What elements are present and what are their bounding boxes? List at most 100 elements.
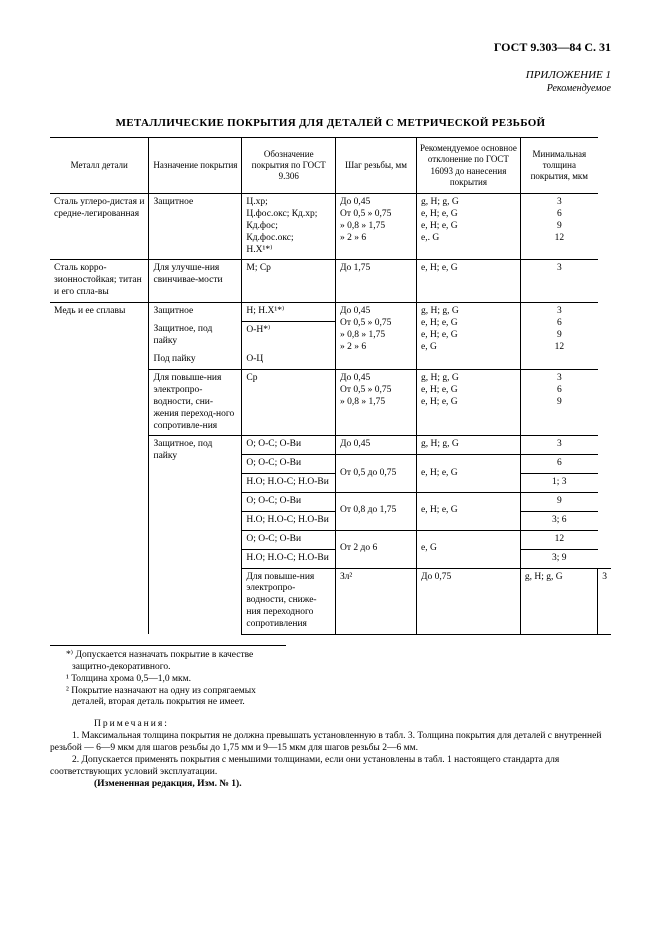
revision-note: (Измененная редакция, Изм. № 1). xyxy=(72,779,611,791)
cell-desig: Ц.хр; Ц.фос.окс; Кд.хр; Кд.фос; Кд.фос.о… xyxy=(242,194,336,260)
cell-purpose: Защитное xyxy=(149,194,242,260)
v1: g, H; g, G xyxy=(421,373,459,383)
cell-dev: g, H; g, G e, H; e, G e, H; e, G e, G xyxy=(416,303,520,370)
cell-dev: g, H; g, G e, H; e, G e, H; e, G xyxy=(416,370,520,436)
cell-metal: Сталь корро-зионностойкая; титан и его с… xyxy=(50,260,149,303)
cell-th: 6 xyxy=(520,455,597,474)
cell-th: 3; 9 xyxy=(520,549,597,568)
cell-desig: О-Н*⁾ xyxy=(242,321,336,351)
t3: 9 xyxy=(557,221,562,231)
v1: g, H; g, G xyxy=(421,306,459,316)
footnote: ¹ Толщина хрома 0,5—1,0 мкм. xyxy=(72,674,286,686)
v3: e, H; e, G xyxy=(421,397,458,407)
th-thickness: Минимальная толщина покрытия, мкм xyxy=(520,138,597,194)
cell-desig: О; О-С; О-Ви xyxy=(242,493,336,512)
v2: e, H; e, G xyxy=(421,209,458,219)
cell-pitch: До 0,45 От 0,5 » 0,75 » 0,8 » 1,75 » 2 »… xyxy=(336,194,417,260)
cell-desig: Зл² xyxy=(336,568,417,634)
cell-dev: e, G xyxy=(416,530,520,568)
note-item: 2. Допускается применять покрытия с мень… xyxy=(50,755,611,779)
p2: От 0,5 » 0,75 xyxy=(340,318,391,328)
p3: » 0,8 » 1,75 xyxy=(340,330,385,340)
v4: e,. G xyxy=(421,233,439,243)
v1: g, H; g, G xyxy=(421,197,459,207)
note-item: 1. Максимальная толщина покрытия не долж… xyxy=(50,731,611,755)
cell-purpose: Защитное, под пайку xyxy=(149,321,242,351)
t3: 9 xyxy=(557,397,562,407)
table-row: Медь и ее сплавы Защитное Н; Н.Х¹*⁾ До 0… xyxy=(50,303,611,322)
cell-pitch: До 0,45 От 0,5 » 0,75 » 0,8 » 1,75 xyxy=(336,370,417,436)
cell-desig: Н; Н.Х¹*⁾ xyxy=(242,303,336,322)
cell-th: 3 xyxy=(520,436,597,455)
cell-purpose: Защитное xyxy=(149,303,242,322)
t1: 3 xyxy=(557,306,562,316)
v3: e, H; e, G xyxy=(421,330,458,340)
cell-dev: g, H; g, G e, H; e, G e, H; e, G e,. G xyxy=(416,194,520,260)
p1: До 0,45 xyxy=(340,306,370,316)
cell-pitch: От 0,5 до 0,75 xyxy=(336,455,417,493)
cell-desig: Н.О; Н.О-С; Н.О-Ви xyxy=(242,511,336,530)
p4: » 2 » 6 xyxy=(340,342,366,352)
cell-desig: О-Ц xyxy=(242,351,336,369)
cell-purpose: Для улучше-ния свинчивае-мости xyxy=(149,260,242,303)
t4: 12 xyxy=(555,342,565,352)
table-header-row: Металл детали Назначение покрытия Обозна… xyxy=(50,138,611,194)
v2: e, H; e, G xyxy=(421,318,458,328)
appendix-label: ПРИЛОЖЕНИЕ 1 xyxy=(50,69,611,83)
cell-metal: Медь и ее сплавы xyxy=(50,303,149,635)
cell-th: 1; 3 xyxy=(520,474,597,493)
th-metal: Металл детали xyxy=(50,138,149,194)
t1: 3 xyxy=(557,197,562,207)
cell-th: 3; 6 xyxy=(520,511,597,530)
th-designation: Обозначение покрытия по ГОСТ 9.306 xyxy=(242,138,336,194)
t4: 12 xyxy=(555,233,565,243)
d4: Кд.фос.окс; xyxy=(246,233,293,243)
th-deviation: Рекомендуемое основное отклонение по ГОС… xyxy=(416,138,520,194)
p2: От 0,5 » 0,75 xyxy=(340,385,391,395)
cell-desig: Н.О; Н.О-С; Н.О-Ви xyxy=(242,549,336,568)
cell-purpose: Для повыше-ния электропро-водности, сни-… xyxy=(149,370,242,436)
p3: » 0,8 » 1,75 xyxy=(340,221,385,231)
cell-dev: e, H; e, G xyxy=(416,260,520,303)
th-purpose: Назначение покрытия xyxy=(149,138,242,194)
cell-th: 3 6 9 12 xyxy=(520,303,597,370)
coatings-table: Металл детали Назначение покрытия Обозна… xyxy=(50,137,611,635)
cell-desig: Н.О; Н.О-С; Н.О-Ви xyxy=(242,474,336,493)
notes-title: Примечания: xyxy=(72,719,611,731)
p2: От 0,5 » 0,75 xyxy=(340,209,391,219)
cell-dev: g, H; g, G xyxy=(416,436,520,455)
d2: Ц.фос.окс; Кд.хр; xyxy=(246,209,317,219)
p1: До 0,45 xyxy=(340,197,370,207)
cell-th: 3 xyxy=(598,568,611,634)
v4: e, G xyxy=(421,342,437,352)
cell-desig: О; О-С; О-Ви xyxy=(242,436,336,455)
cell-metal: Сталь углеро-дистая и средне-легированна… xyxy=(50,194,149,260)
revision-text: (Измененная редакция, Изм. № 1). xyxy=(94,779,242,789)
p3: » 0,8 » 1,75 xyxy=(340,397,385,407)
cell-th: 3 xyxy=(520,260,597,303)
footnotes: *⁾ Допускается назначать покрытие в каче… xyxy=(50,645,286,709)
cell-pitch: От 0,8 до 1,75 xyxy=(336,493,417,531)
table-title: МЕТАЛЛИЧЕСКИЕ ПОКРЫТИЯ ДЛЯ ДЕТАЛЕЙ С МЕТ… xyxy=(50,117,611,131)
cell-pitch: До 1,75 xyxy=(336,260,417,303)
footnote: *⁾ Допускается назначать покрытие в каче… xyxy=(72,650,286,674)
cell-pitch: От 2 до 6 xyxy=(336,530,417,568)
v3: e, H; e, G xyxy=(421,221,458,231)
cell-pitch: До 0,45 От 0,5 » 0,75 » 0,8 » 1,75 » 2 »… xyxy=(336,303,417,370)
d5: Н.Х¹*⁾ xyxy=(246,245,272,255)
footnote: ² Покрытие назначают на одну из сопрягае… xyxy=(72,686,286,710)
t2: 6 xyxy=(557,385,562,395)
table-row: Сталь корро-зионностойкая; титан и его с… xyxy=(50,260,611,303)
v2: e, H; e, G xyxy=(421,385,458,395)
p4: » 2 » 6 xyxy=(340,233,366,243)
cell-desig: О; О-С; О-Ви xyxy=(242,455,336,474)
cell-th: 3 6 9 12 xyxy=(520,194,597,260)
document-id: ГОСТ 9.303—84 С. 31 xyxy=(50,40,611,55)
t2: 6 xyxy=(557,318,562,328)
cell-th: 9 xyxy=(520,493,597,512)
d1: Ц.хр; xyxy=(246,197,267,207)
table-row: Сталь углеро-дистая и средне-легированна… xyxy=(50,194,611,260)
cell-desig: Ср xyxy=(242,370,336,436)
t1: 3 xyxy=(557,373,562,383)
cell-pitch: До 0,45 xyxy=(336,436,417,455)
